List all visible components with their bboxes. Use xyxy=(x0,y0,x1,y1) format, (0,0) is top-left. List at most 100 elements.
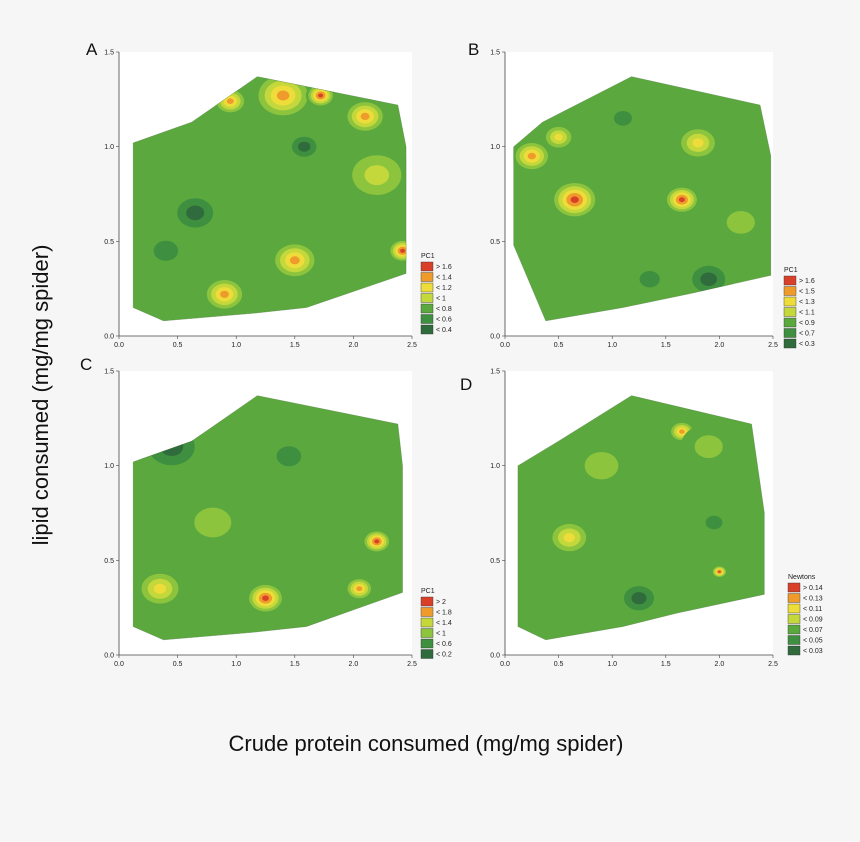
contour-surface xyxy=(133,76,407,321)
contour-surface xyxy=(513,76,771,321)
legend-swatch xyxy=(787,635,801,645)
x-tick-label: 0.0 xyxy=(114,661,124,668)
contour-band xyxy=(360,112,370,120)
y-tick-label: 0.0 xyxy=(104,334,114,341)
contour-band xyxy=(298,141,311,152)
contour-hotspot xyxy=(675,124,721,162)
y-tick-label: 0.5 xyxy=(104,239,114,246)
x-tick-label: 0.0 xyxy=(500,342,510,349)
legend-label: < 1 xyxy=(436,631,446,638)
y-tick-label: 1.5 xyxy=(104,50,114,57)
contour-band xyxy=(374,539,380,544)
x-tick-label: 1.5 xyxy=(661,342,671,349)
contour-band xyxy=(226,98,234,104)
y-tick-label: 1.5 xyxy=(490,50,500,57)
contour-band xyxy=(276,90,290,101)
contour-band xyxy=(356,586,363,592)
y-tick-label: 1.0 xyxy=(490,144,500,151)
legend-swatch xyxy=(420,293,434,303)
x-tick-label: 1.0 xyxy=(231,661,241,668)
contour-hotspot xyxy=(387,238,407,263)
legend-title: Newtons xyxy=(788,574,816,581)
legend-label: > 2 xyxy=(436,599,446,606)
contour-band xyxy=(276,446,302,467)
contour-hotspot xyxy=(202,276,247,313)
contour-hotspot xyxy=(168,191,223,235)
legend-label: < 0.8 xyxy=(436,306,452,313)
x-tick-label: 0.5 xyxy=(173,661,183,668)
x-tick-label: 0.5 xyxy=(554,342,564,349)
contour-band xyxy=(679,429,685,434)
hull-outline xyxy=(132,395,403,641)
x-tick-label: 1.5 xyxy=(661,661,671,668)
contour-band xyxy=(694,435,723,459)
x-tick-label: 2.5 xyxy=(407,342,417,349)
contour-band xyxy=(563,533,575,543)
contour-hotspot xyxy=(680,423,737,470)
hull-outline xyxy=(513,76,772,322)
y-tick-label: 1.5 xyxy=(104,369,114,376)
legend-swatch xyxy=(787,593,801,603)
y-tick-label: 1.0 xyxy=(104,144,114,151)
contour-hotspot xyxy=(339,145,407,206)
contour-hotspot xyxy=(175,492,250,553)
legend-swatch xyxy=(783,286,797,296)
x-tick-label: 2.5 xyxy=(407,661,417,668)
contour-band xyxy=(584,452,619,480)
hull-outline xyxy=(132,76,407,322)
contour-band xyxy=(220,290,229,298)
legend-label: < 0.2 xyxy=(436,652,452,659)
x-tick-label: 2.5 xyxy=(768,661,778,668)
legend-swatch xyxy=(420,272,434,282)
contour-band xyxy=(186,205,205,221)
y-tick-label: 0.0 xyxy=(490,653,500,660)
contour-hotspot xyxy=(629,262,670,296)
legend-label: > 1.6 xyxy=(436,264,452,271)
legend-label: < 0.05 xyxy=(803,638,823,645)
legend-label: < 1.8 xyxy=(436,610,452,617)
contour-hotspot xyxy=(141,230,191,271)
contour-band xyxy=(726,211,755,234)
contour-band xyxy=(718,570,721,573)
legend-swatch xyxy=(420,303,434,314)
contour-band xyxy=(639,271,660,288)
contour-band xyxy=(289,256,300,265)
legend-swatch xyxy=(787,614,801,624)
legend-swatch xyxy=(787,645,801,656)
x-tick-label: 1.0 xyxy=(607,342,617,349)
legend-label: < 1.3 xyxy=(799,299,815,306)
panel-a: 0.0 0.5 1.0 1.5 2.0 2.5 0.0 0.5 1.0 1.5 A PC1> 1.6 <… xyxy=(86,40,452,349)
x-tick-label: 0.0 xyxy=(500,661,510,668)
y-tick-label: 1.0 xyxy=(490,463,500,470)
legend-label: < 0.11 xyxy=(803,606,822,613)
contour-band xyxy=(631,592,647,605)
legend-label: < 0.6 xyxy=(436,317,452,324)
legend-label: < 0.09 xyxy=(803,617,823,624)
legend-swatch xyxy=(420,314,434,324)
legend-title: PC1 xyxy=(784,267,798,274)
legend-label: > 1.6 xyxy=(799,278,815,285)
panel-letter: B xyxy=(468,40,479,59)
y-tick-label: 1.0 xyxy=(104,463,114,470)
contour-base xyxy=(133,76,407,321)
legend-label: < 1.1 xyxy=(799,310,815,317)
y-tick-label: 1.5 xyxy=(490,369,500,376)
legend-label: < 1 xyxy=(436,296,446,303)
legend-swatch xyxy=(420,261,434,272)
legend: PC1> 1.6 < 1.5 < 1.3 < 1.1 < 0.9 < 0.7 < 0.3 xyxy=(783,267,815,349)
legend-swatch xyxy=(787,582,801,593)
legend-swatch xyxy=(420,638,434,649)
y-tick-label: 0.5 xyxy=(490,558,500,565)
legend-swatch xyxy=(783,328,797,338)
legend-swatch xyxy=(783,275,797,286)
contour-hotspot xyxy=(135,568,185,609)
panel-letter: D xyxy=(460,375,472,394)
legend-label: < 1.4 xyxy=(436,620,452,627)
contour-hotspot xyxy=(287,492,361,553)
contour-band xyxy=(700,272,717,286)
contour-band xyxy=(570,196,579,203)
x-tick-label: 0.5 xyxy=(173,342,183,349)
contour-band xyxy=(705,515,723,530)
contour-band xyxy=(153,240,179,261)
